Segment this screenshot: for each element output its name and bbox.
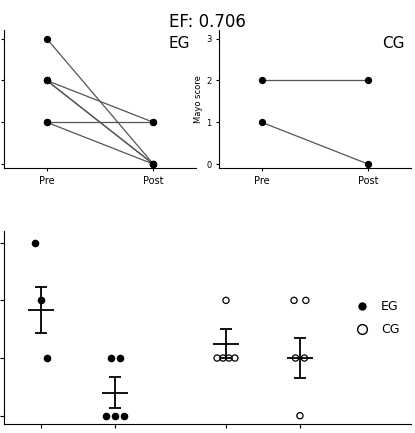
- Point: [103, 412, 110, 419]
- Text: EF: 0.706: EF: 0.706: [169, 13, 246, 31]
- Point: [150, 161, 157, 168]
- Point: [107, 355, 114, 362]
- Point: [226, 355, 232, 362]
- Point: [365, 77, 371, 84]
- Point: [292, 355, 299, 362]
- Text: CG: CG: [383, 36, 405, 51]
- Point: [44, 77, 50, 84]
- Point: [150, 161, 157, 168]
- Point: [258, 119, 265, 126]
- Point: [44, 35, 50, 42]
- Point: [116, 355, 123, 362]
- Text: EG: EG: [169, 36, 190, 51]
- Point: [112, 412, 118, 419]
- Legend: EG, CG: EG, CG: [345, 295, 405, 341]
- Point: [44, 77, 50, 84]
- Point: [301, 355, 308, 362]
- Point: [44, 119, 50, 126]
- Point: [258, 77, 265, 84]
- Point: [121, 412, 127, 419]
- Point: [303, 297, 309, 304]
- Point: [150, 119, 157, 126]
- Point: [44, 77, 50, 84]
- Point: [297, 412, 303, 419]
- Point: [214, 355, 220, 362]
- Point: [150, 161, 157, 168]
- Point: [150, 119, 157, 126]
- Point: [223, 297, 229, 304]
- Point: [220, 355, 226, 362]
- Point: [44, 119, 50, 126]
- Point: [150, 161, 157, 168]
- Point: [38, 297, 44, 304]
- Point: [365, 161, 371, 168]
- Y-axis label: Mayo score: Mayo score: [194, 75, 203, 123]
- Point: [232, 355, 238, 362]
- Point: [44, 355, 50, 362]
- Point: [290, 297, 297, 304]
- Point: [32, 239, 39, 246]
